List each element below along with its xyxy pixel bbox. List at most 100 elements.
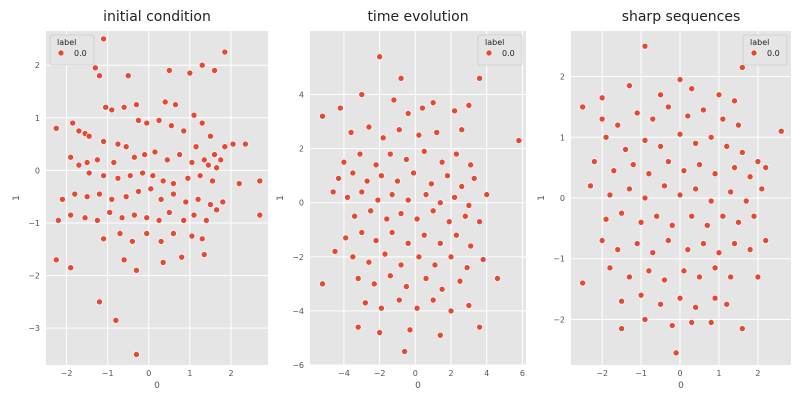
data-point (684, 246, 692, 253)
data-point (143, 119, 151, 127)
x-tick-label: 0 (413, 369, 418, 378)
data-point (143, 214, 151, 222)
data-point (606, 264, 614, 272)
data-point (351, 212, 358, 220)
data-point (211, 67, 218, 74)
y-tick-label: 0 (299, 199, 304, 208)
data-point (645, 170, 653, 178)
data-point (170, 180, 177, 187)
data-point (688, 85, 696, 92)
data-point (401, 348, 408, 355)
data-point (735, 218, 742, 226)
data-point (515, 137, 523, 144)
data-point (149, 172, 157, 179)
data-point (59, 196, 66, 203)
data-point (676, 294, 684, 302)
data-point (437, 199, 444, 207)
x-tick-label: 0 (146, 369, 151, 378)
data-point (483, 191, 491, 198)
data-point (692, 304, 699, 311)
data-point (397, 210, 405, 217)
data-point (143, 230, 151, 237)
data-point (256, 211, 264, 219)
data-point (102, 103, 109, 111)
data-point (100, 35, 107, 43)
data-point (668, 322, 676, 329)
data-point (665, 103, 672, 111)
data-point (319, 112, 326, 120)
data-point (614, 246, 622, 253)
data-point (157, 196, 165, 203)
data-point (200, 156, 208, 164)
y-tick-label: 4 (299, 91, 304, 100)
data-point (735, 121, 742, 129)
data-point (108, 106, 116, 114)
data-point (221, 48, 229, 56)
data-point (390, 96, 398, 104)
data-point (413, 304, 421, 312)
data-point (641, 316, 649, 323)
data-point (235, 180, 243, 187)
data-point (319, 280, 326, 288)
data-point (470, 175, 478, 182)
x-tick-label: 0 (677, 369, 682, 378)
data-point (198, 61, 206, 69)
data-point (370, 280, 378, 288)
data-point (112, 316, 120, 324)
data-point (762, 164, 769, 171)
data-point (131, 153, 138, 161)
data-point (75, 161, 83, 169)
data-point (719, 212, 727, 220)
legend-entry: 0.0 (767, 49, 780, 58)
y-tick-label: 0 (560, 194, 565, 203)
data-point (777, 127, 785, 135)
data-point (166, 67, 173, 74)
data-point (100, 235, 107, 243)
data-point (437, 331, 444, 339)
y-tick-label: 1 (35, 114, 40, 123)
y-tick-label: −6 (292, 361, 304, 370)
data-point (381, 250, 389, 258)
data-point (176, 151, 183, 158)
legend-entry: 0.0 (502, 49, 515, 58)
data-point (190, 211, 198, 219)
data-point (711, 264, 719, 272)
data-point (106, 209, 114, 216)
chart-panel: −2 −1 0 1 2 −3 −2 −1 0 1 2 initial condition 0 1 label… (12, 9, 268, 391)
data-point (337, 104, 344, 112)
data-point (358, 229, 366, 236)
data-point (395, 126, 403, 134)
data-point (703, 222, 711, 229)
data-point (587, 182, 594, 190)
data-point (649, 115, 657, 123)
data-point (242, 140, 249, 148)
data-point (133, 351, 140, 358)
data-point (447, 253, 455, 261)
data-point (213, 206, 220, 214)
data-point (110, 159, 118, 166)
x-tick-label: 2 (448, 369, 453, 378)
data-point (420, 231, 428, 239)
y-axis-label: 1 (276, 195, 286, 201)
data-point (618, 325, 625, 332)
legend-title: label (485, 38, 504, 47)
data-point (397, 75, 405, 82)
data-point (344, 194, 351, 201)
data-point (172, 101, 179, 108)
data-point (451, 107, 458, 115)
data-point (186, 69, 194, 77)
chart-title: initial condition (103, 9, 211, 25)
data-point (81, 214, 89, 222)
data-point (157, 238, 165, 245)
data-point (602, 133, 610, 141)
data-point (645, 267, 653, 275)
chart-panel: −4 −2 0 2 4 6 −6 −4 −2 0 2 4 time evolution 0 1 label 0.… (276, 9, 526, 391)
data-point (451, 194, 458, 201)
data-point (397, 261, 405, 269)
data-point (715, 249, 723, 256)
data-point (637, 218, 645, 226)
data-point (182, 198, 190, 206)
data-point (711, 170, 719, 178)
data-point (362, 299, 369, 307)
data-point (383, 215, 391, 223)
